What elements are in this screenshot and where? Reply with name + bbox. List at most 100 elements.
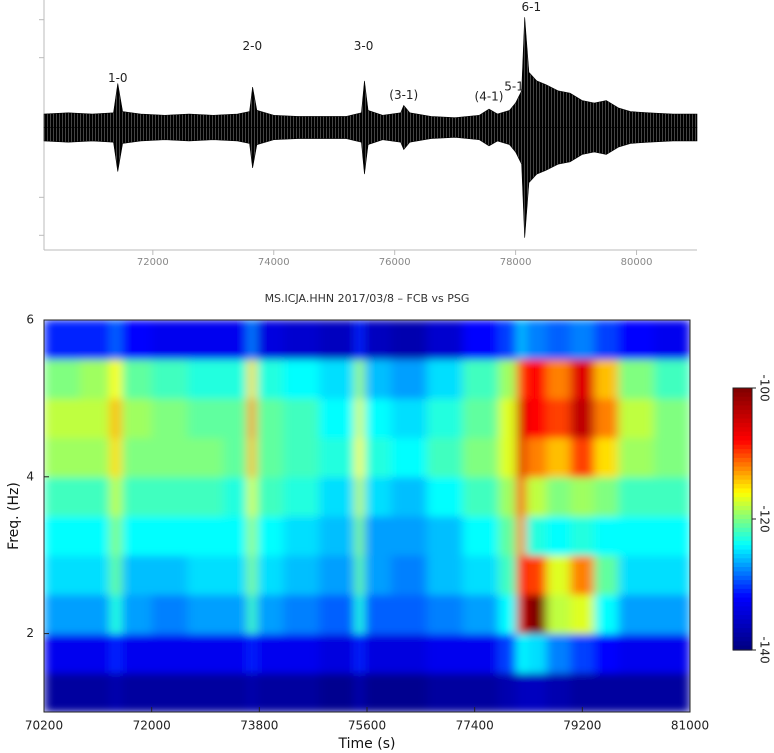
heatmap-cell xyxy=(525,359,547,399)
colorbar-step xyxy=(733,418,752,424)
heatmap-cell xyxy=(364,672,392,712)
colorbar-step xyxy=(733,449,752,455)
heatmap-cell xyxy=(79,476,111,517)
colorbar-step xyxy=(733,436,752,441)
heatmap-cell xyxy=(151,398,189,439)
heatmap-cell xyxy=(594,476,619,517)
heatmap-cell xyxy=(516,633,527,674)
heatmap-cell xyxy=(247,594,257,635)
heatmap-cell xyxy=(223,437,248,478)
heatmap-cells xyxy=(44,320,690,712)
heatmap-cell xyxy=(223,633,248,674)
heatmap-cell xyxy=(79,320,111,360)
heatmap-cell xyxy=(79,437,111,478)
heatmap-cell xyxy=(79,555,111,595)
heatmap-cell xyxy=(256,320,284,360)
heatmap-cell xyxy=(109,594,123,635)
heatmap-cell xyxy=(462,516,500,556)
heatmap-cell xyxy=(187,359,224,399)
heatmap-cell xyxy=(426,672,464,712)
heatmap-cell xyxy=(390,633,428,674)
heatmap-cell xyxy=(618,437,655,478)
heatmap-cell xyxy=(151,594,189,635)
heatmap-cell xyxy=(654,398,690,439)
colorbar-step xyxy=(733,536,752,542)
heatmap-cell xyxy=(79,398,111,439)
colorbar-step xyxy=(733,492,752,498)
colorbar-step xyxy=(733,414,752,420)
colorbar-step xyxy=(733,440,752,446)
heatmap-cell xyxy=(319,320,356,360)
heatmap-cell xyxy=(498,320,518,360)
x-tick-label: 72000 xyxy=(137,257,169,268)
heatmap-cell xyxy=(546,516,571,556)
x-tick-label: 79200 xyxy=(563,719,601,733)
heatmap-cell xyxy=(390,437,428,478)
heatmap-cell xyxy=(187,633,224,674)
heatmap-cell xyxy=(654,437,690,478)
annotation: 5-1 xyxy=(504,80,524,94)
heatmap-cell xyxy=(44,476,81,517)
heatmap-cell xyxy=(109,437,123,478)
x-tick-label: 78000 xyxy=(500,257,532,268)
heatmap-cell xyxy=(44,516,81,556)
heatmap-cell xyxy=(390,320,428,360)
x-tick-label: 70200 xyxy=(25,719,63,733)
heatmap-cell xyxy=(516,476,527,517)
heatmap-cell xyxy=(462,359,500,399)
heatmap-cell xyxy=(256,359,284,399)
colorbar-step xyxy=(733,645,752,651)
heatmap-cell xyxy=(516,516,527,556)
heatmap-cell xyxy=(570,359,595,399)
heatmap-cell xyxy=(121,476,153,517)
heatmap-cell xyxy=(654,320,690,360)
heatmap-cell xyxy=(79,359,111,399)
heatmap-cell xyxy=(546,594,571,635)
heatmap-cell xyxy=(462,320,500,360)
heatmap-cell xyxy=(618,672,655,712)
heatmap-cell xyxy=(525,594,547,635)
colorbar-step xyxy=(733,431,752,437)
heatmap-cell xyxy=(319,555,356,595)
x-tick-label: 74000 xyxy=(258,257,290,268)
heatmap-cell xyxy=(223,594,248,635)
annotation: 6-1 xyxy=(522,0,542,14)
heatmap-cell xyxy=(525,476,547,517)
heatmap-cell xyxy=(109,359,123,399)
colorbar-step xyxy=(733,453,752,459)
heatmap-cell xyxy=(618,516,655,556)
colorbar-step xyxy=(733,510,752,516)
heatmap-cell xyxy=(546,398,571,439)
heatmap-cell xyxy=(121,320,153,360)
heatmap-cell xyxy=(654,594,690,635)
colorbar-step xyxy=(733,422,752,428)
heatmap-cell xyxy=(426,359,464,399)
colorbar-step xyxy=(733,527,752,533)
heatmap-cell xyxy=(256,555,284,595)
heatmap-cell xyxy=(151,320,189,360)
colorbar-step xyxy=(733,601,752,607)
colorbar-step xyxy=(733,545,752,551)
heatmap-cell xyxy=(390,516,428,556)
heatmap-cell xyxy=(121,633,153,674)
heatmap-cell xyxy=(79,633,111,674)
heatmap-cell xyxy=(187,320,224,360)
heatmap-cell xyxy=(283,672,320,712)
heatmap-cell xyxy=(594,398,619,439)
heatmap-cell xyxy=(426,437,464,478)
heatmap-cell xyxy=(364,359,392,399)
waveform-lower xyxy=(43,127,698,238)
heatmap-cell xyxy=(109,320,123,360)
heatmap-cell xyxy=(283,633,320,674)
heatmap-cell xyxy=(256,516,284,556)
heatmap-cell xyxy=(44,437,81,478)
heatmap-cell xyxy=(498,359,518,399)
heatmap-cell xyxy=(151,633,189,674)
heatmap-cell xyxy=(283,476,320,517)
heatmap-cell xyxy=(187,672,224,712)
heatmap-cell xyxy=(187,476,224,517)
colorbar-step xyxy=(733,641,752,647)
x-tick-label: 77400 xyxy=(456,719,494,733)
colorbar-step xyxy=(733,488,752,494)
heatmap-cell xyxy=(516,672,527,712)
